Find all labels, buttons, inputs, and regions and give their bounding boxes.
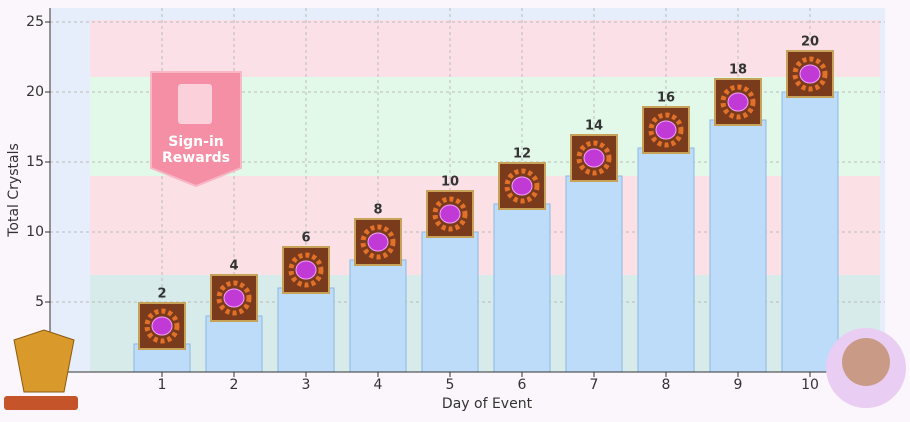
crystal-icon: [354, 218, 402, 266]
icon-ring: [792, 56, 828, 92]
logo-right: [826, 328, 906, 408]
crystal-icon: [642, 106, 690, 154]
value-label: 6: [301, 231, 310, 246]
badge-text: Sign-in: [168, 134, 223, 150]
value-label: 4: [229, 259, 238, 274]
bar: [421, 231, 479, 373]
crystal-icon: [210, 274, 258, 322]
x-tick-label: 8: [662, 377, 671, 393]
icon-ring: [648, 112, 684, 148]
value-label: 2: [157, 287, 166, 302]
bar: [709, 119, 767, 373]
bar: [565, 175, 623, 373]
value-label: 8: [373, 203, 382, 218]
crystal-icon: [570, 134, 618, 182]
icon-ring: [720, 84, 756, 120]
x-tick-label: 6: [518, 377, 527, 393]
crystal-icon: [282, 246, 330, 294]
icon-gem: [295, 260, 317, 280]
crystal-icon: [714, 78, 762, 126]
value-label: 18: [729, 63, 747, 78]
crystal-icon: [138, 302, 186, 350]
icon-ring: [576, 140, 612, 176]
y-tick-label: 25: [26, 14, 44, 30]
badge-text: Rewards: [162, 150, 230, 166]
x-tick-label: 4: [374, 377, 383, 393]
value-label: 14: [585, 119, 603, 134]
bars: 2 4 6 8 10 12 14 16 18 20: [133, 35, 839, 373]
icon-ring: [360, 224, 396, 260]
crystal-icon: [786, 50, 834, 98]
sign-in-badge: Sign-in Rewards: [150, 71, 242, 188]
icon-gem: [439, 204, 461, 224]
icon-ring: [144, 308, 180, 344]
x-tick-label: 10: [801, 377, 819, 393]
icon-gem: [655, 120, 677, 140]
icon-gem: [727, 92, 749, 112]
x-tick-label: 9: [734, 377, 743, 393]
y-axis-label: Total Crystals: [6, 143, 22, 238]
value-label: 16: [657, 91, 675, 106]
y-tick-label: 10: [26, 224, 44, 240]
icon-gem: [151, 316, 173, 336]
bar: [349, 259, 407, 373]
icon-ring: [504, 168, 540, 204]
icon-ring: [432, 196, 468, 232]
x-axis-label: Day of Event: [442, 396, 533, 412]
icon-gem: [511, 176, 533, 196]
icon-gem: [799, 64, 821, 84]
value-label: 12: [513, 147, 531, 162]
x-tick-label: 3: [302, 377, 311, 393]
x-tick-label: 7: [590, 377, 599, 393]
crystal-icon: [426, 190, 474, 238]
value-label: 20: [801, 35, 819, 50]
icon-ring: [288, 252, 324, 288]
x-tick-label: 1: [158, 377, 167, 393]
bar: [493, 203, 551, 373]
bar: [637, 147, 695, 373]
icon-gem: [223, 288, 245, 308]
y-tick-label: 20: [26, 84, 44, 100]
icon-ring: [216, 280, 252, 316]
crystal-icon: [498, 162, 546, 210]
value-label: 10: [441, 175, 459, 190]
icon-gem: [367, 232, 389, 252]
icon-gem: [583, 148, 605, 168]
bar: [277, 287, 335, 373]
x-tick-label: 2: [230, 377, 239, 393]
bar: [781, 91, 839, 373]
y-tick-label: 5: [35, 294, 44, 310]
bar: [205, 315, 263, 373]
logo-left: [4, 329, 78, 410]
x-tick-label: 5: [446, 377, 455, 393]
y-tick-label: 15: [26, 154, 44, 170]
